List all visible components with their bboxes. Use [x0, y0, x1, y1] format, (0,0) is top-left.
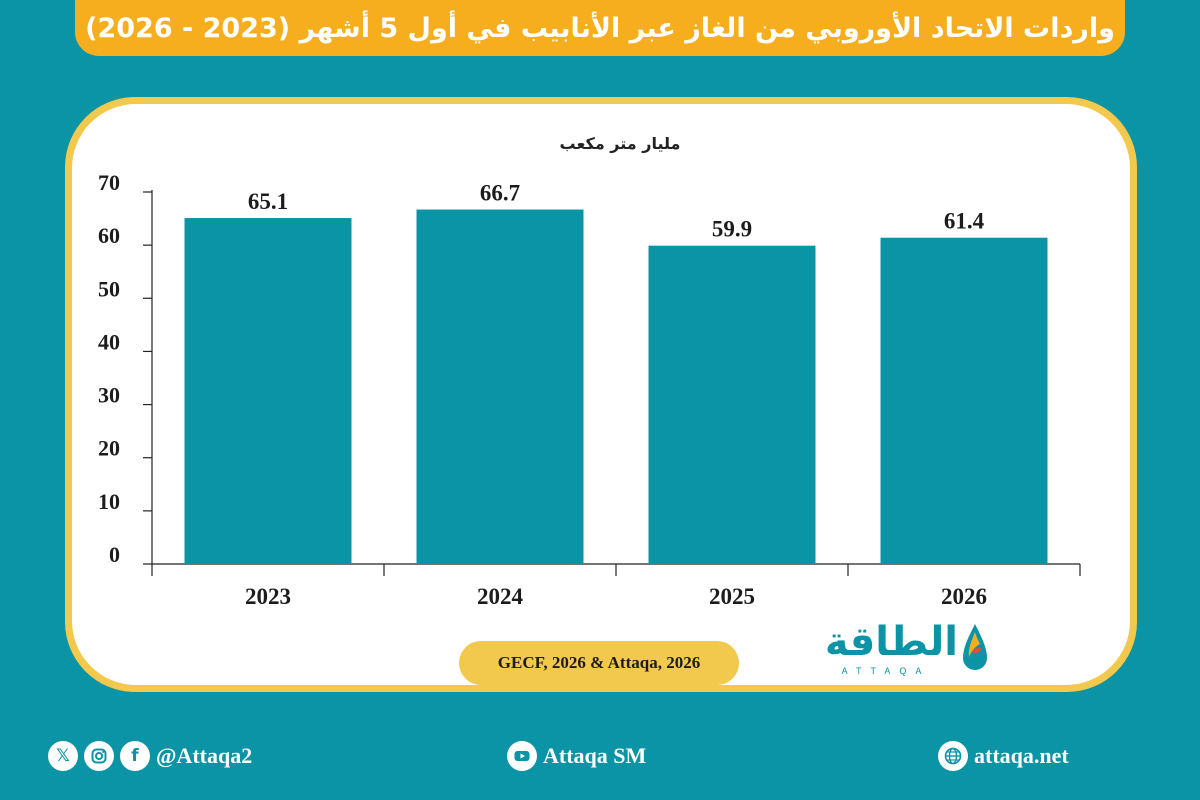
- bar: [184, 218, 352, 565]
- social-links: 𝕏 f @Attaqa2: [48, 734, 252, 778]
- youtube-icon[interactable]: [507, 741, 537, 771]
- source-text: GECF, 2026 & Attaqa, 2026: [497, 653, 701, 672]
- y-tick-label: 20: [98, 436, 120, 461]
- youtube-channel[interactable]: Attaqa SM: [543, 743, 647, 768]
- y-tick-label: 30: [98, 383, 120, 408]
- flame-drop-icon: [963, 624, 987, 670]
- social-handle[interactable]: @Attaqa2: [156, 743, 253, 768]
- y-tick-label: 10: [98, 489, 120, 514]
- unit-label: مليار متر مكعب: [559, 134, 681, 153]
- y-tick-label: 50: [98, 276, 120, 301]
- bar: [880, 237, 1048, 564]
- bar: [648, 245, 816, 564]
- x-tick-label: 2026: [941, 584, 987, 609]
- logo-english: ATTAQA: [841, 666, 931, 676]
- y-tick-label: 70: [98, 170, 120, 195]
- chart-title: واردات الاتحاد الأوروبي من الغاز عبر الأ…: [85, 12, 1115, 44]
- x-icon[interactable]: 𝕏: [48, 741, 78, 771]
- instagram-icon[interactable]: [84, 741, 114, 771]
- y-tick-label: 60: [98, 223, 120, 248]
- chart-bars: [184, 209, 1048, 565]
- facebook-icon[interactable]: f: [120, 741, 150, 771]
- source-pill: GECF, 2026 & Attaqa, 2026: [459, 641, 739, 685]
- data-label: 59.9: [712, 217, 752, 242]
- x-tick-label: 2023: [245, 584, 291, 609]
- website-link[interactable]: attaqa.net: [938, 734, 1069, 778]
- y-tick-label: 40: [98, 329, 120, 354]
- data-label: 66.7: [480, 181, 520, 206]
- x-tick-label: 2025: [709, 584, 755, 609]
- y-tick-label: 0: [109, 542, 120, 567]
- attaqa-logo: الطاقة ATTAQA: [810, 618, 1000, 684]
- youtube-link[interactable]: Attaqa SM: [507, 734, 646, 778]
- data-label: 65.1: [248, 189, 288, 214]
- x-tick-label: 2024: [477, 584, 524, 609]
- logo-arabic: الطاقة: [824, 619, 958, 665]
- chart-labels: 0 10 20 30 40 50 60 70 65.1 2023 66.7 2024 59.9 2025 6…: [98, 170, 987, 609]
- globe-icon[interactable]: [938, 741, 968, 771]
- website-url[interactable]: attaqa.net: [974, 743, 1069, 768]
- bar: [416, 209, 584, 564]
- title-bar: واردات الاتحاد الأوروبي من الغاز عبر الأ…: [75, 0, 1125, 56]
- data-label: 61.4: [944, 209, 985, 234]
